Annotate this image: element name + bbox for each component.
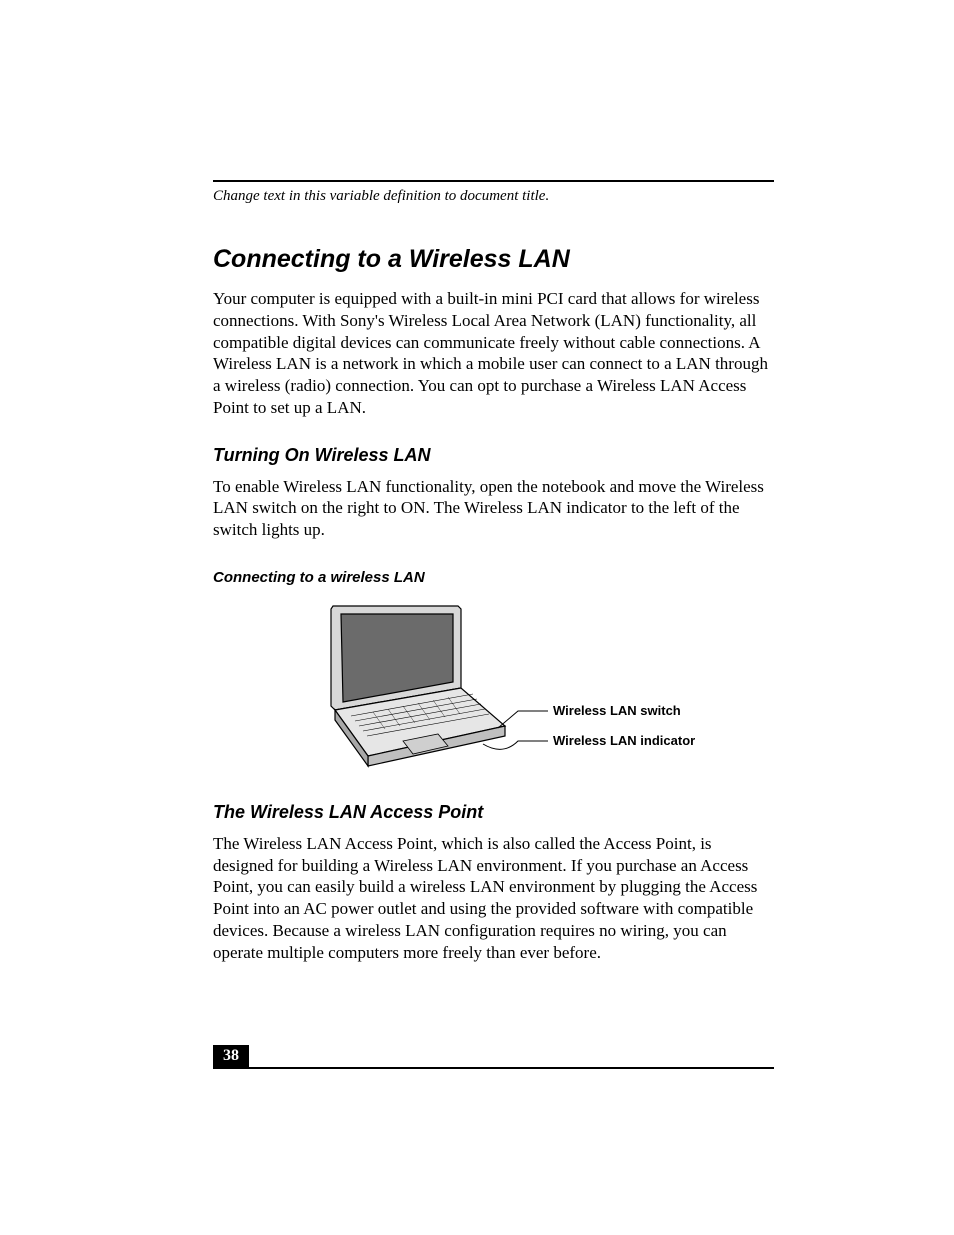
running-header: Change text in this variable definition … [213,188,774,205]
section-heading-access-point: The Wireless LAN Access Point [213,802,774,823]
header-rule [213,180,774,182]
laptop-svg: Wireless LAN switch Wireless LAN indicat… [273,596,703,776]
page-number: 38 [213,1045,249,1067]
intro-paragraph: Your computer is equipped with a built-i… [213,288,774,419]
laptop-diagram: Wireless LAN switch Wireless LAN indicat… [273,596,703,776]
page-footer: 38 [213,1045,774,1069]
figure-caption: Connecting to a wireless LAN [213,569,774,586]
callout-indicator: Wireless LAN indicator [553,733,695,748]
callout-switch: Wireless LAN switch [553,703,681,718]
section-heading-turning-on: Turning On Wireless LAN [213,445,774,466]
page-title: Connecting to a Wireless LAN [213,245,774,274]
section1-paragraph: To enable Wireless LAN functionality, op… [213,476,774,541]
page: Change text in this variable definition … [0,0,954,1235]
section2-paragraph: The Wireless LAN Access Point, which is … [213,833,774,964]
footer-rule [213,1067,774,1069]
